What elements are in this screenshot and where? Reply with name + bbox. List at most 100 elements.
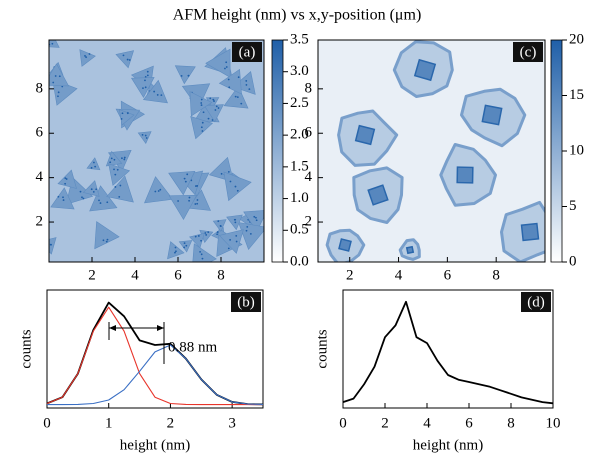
flake-dot <box>144 134 147 137</box>
flake-dot <box>57 95 59 98</box>
flake-dot <box>146 74 149 77</box>
x-tick-label: 2 <box>381 415 389 431</box>
flake-dot <box>216 231 219 233</box>
flake-dot <box>174 251 176 254</box>
panel-label-box <box>513 42 543 62</box>
heatmap-panel: 2 4 6 8 2 4 6 8 0.0 0.5 1.0 1.5 2.0 2.5 3.0 3.5 (a) <box>36 31 309 283</box>
panel-label-box <box>231 292 261 312</box>
flake-dot <box>105 240 108 243</box>
panel-label-box <box>232 42 262 62</box>
flake-dot <box>113 158 116 161</box>
flake-dot <box>212 98 215 101</box>
flake-dot <box>240 102 243 105</box>
colorbar-tick-label: 10 <box>569 142 584 158</box>
colorbar-tick-label: 0 <box>569 253 577 269</box>
flake-dot <box>175 250 177 253</box>
flake-dot <box>197 235 200 237</box>
flake-dot <box>156 94 159 96</box>
flake <box>205 48 231 78</box>
y-tick-label: 2 <box>305 213 313 229</box>
flake-dot <box>220 172 223 175</box>
flake-dot <box>183 177 186 180</box>
flake-dot <box>94 165 97 168</box>
flake-dot <box>185 244 188 247</box>
x-tick-label: 6 <box>174 267 182 283</box>
flake-dot <box>245 229 248 232</box>
arrow-head <box>109 325 116 331</box>
flake-dot <box>142 87 144 90</box>
x-tick-label: 2 <box>88 267 96 283</box>
flake-dot <box>209 97 212 100</box>
flake <box>115 50 135 69</box>
flake-dot <box>88 53 91 55</box>
flake-dot <box>109 161 112 164</box>
y-tick-label: 6 <box>36 125 44 141</box>
flake-dot <box>201 130 204 132</box>
flake-dot <box>229 180 232 183</box>
flake-dot <box>224 67 226 70</box>
flake-dot <box>62 199 65 201</box>
y-tick-label: 8 <box>36 80 44 96</box>
data-line <box>46 306 263 406</box>
colorbar <box>271 39 284 263</box>
flake-dot <box>235 234 238 237</box>
island-core <box>481 104 503 126</box>
heatmap-panel: 2 4 6 8 2 4 6 8 0 5 10 15 20 (c) <box>305 31 585 283</box>
flake-dot <box>119 184 122 187</box>
flake-dot <box>201 121 204 124</box>
flake <box>189 232 205 249</box>
flake-dot <box>201 257 204 260</box>
flake-dot <box>228 86 231 89</box>
flake-dot <box>93 161 95 164</box>
flake-dot <box>154 190 157 193</box>
flake-dot <box>145 137 148 139</box>
flake-dot <box>188 199 190 202</box>
x-tick-label: 2 <box>167 415 175 431</box>
colorbar-tick-label: 5 <box>569 198 577 214</box>
arrow-head <box>157 325 164 331</box>
flake-dot <box>216 233 219 236</box>
flake-dot <box>200 126 203 129</box>
flake-dot <box>200 253 203 256</box>
flake-dot <box>214 109 217 111</box>
panel-label: (b) <box>237 294 255 310</box>
flake <box>94 221 120 250</box>
figure-title: AFM height (nm) vs x,y-position (μm) <box>173 7 422 24</box>
flake-dot <box>237 76 240 79</box>
line-panel: 0 1 2 3 height (nm) counts 0.88 nm (b) <box>18 289 264 453</box>
flake-dot <box>57 91 60 94</box>
flake-dot <box>126 58 129 61</box>
colorbar <box>550 39 563 263</box>
flake-dot <box>235 240 238 243</box>
flake-dot <box>95 188 98 191</box>
flake <box>79 49 96 67</box>
flake-dot <box>255 219 258 222</box>
flake-dot <box>202 111 205 114</box>
flake <box>49 63 70 87</box>
y-tick-label: 4 <box>36 169 44 185</box>
flake-dot <box>52 81 55 84</box>
annotation: 0.88 nm <box>168 339 218 355</box>
x-tick-label: 3 <box>228 415 236 431</box>
island-core <box>354 124 376 146</box>
y-tick-label: 2 <box>36 213 44 229</box>
flake-dot <box>144 79 146 82</box>
flake-dot <box>116 168 119 171</box>
flake <box>223 171 252 202</box>
flake-dot <box>146 70 149 73</box>
flake-dot <box>204 232 207 234</box>
flake-dot <box>177 200 179 202</box>
flake-dot <box>99 202 102 204</box>
flake-dot <box>144 86 147 89</box>
flake-dot <box>58 75 61 78</box>
flake-dot <box>113 168 115 171</box>
flake-dot <box>98 199 100 202</box>
flake <box>218 229 244 254</box>
axes-frame <box>46 289 264 409</box>
flake-dot <box>227 247 230 250</box>
flake-dot <box>183 242 186 245</box>
x-tick-label: 10 <box>546 415 561 431</box>
colorbar-tick-label: 20 <box>569 31 584 47</box>
flake-dot <box>85 56 88 59</box>
flake <box>189 91 213 117</box>
